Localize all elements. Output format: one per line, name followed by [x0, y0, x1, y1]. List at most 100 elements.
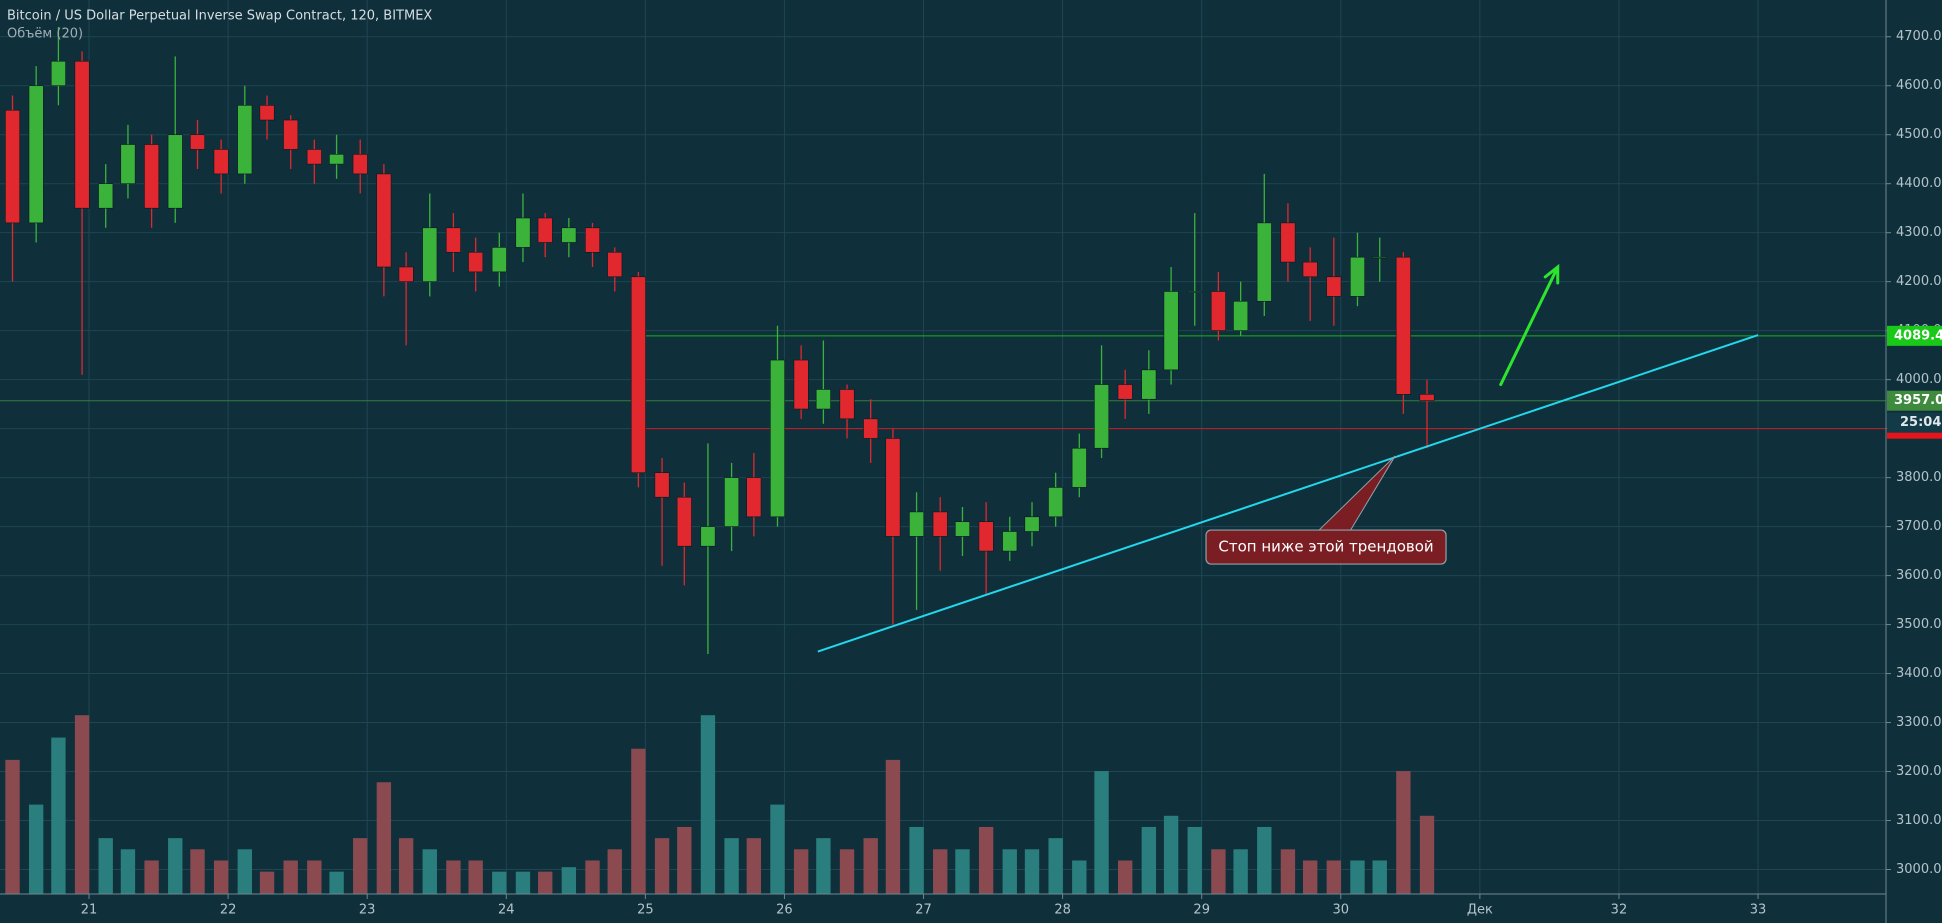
candle-body [213, 149, 229, 175]
volume-bar [654, 838, 670, 894]
volume-bar [446, 860, 461, 894]
volume-bar [168, 838, 183, 894]
y-tick-label: 4000.0 [1896, 372, 1942, 387]
volume-bar [468, 860, 483, 894]
volume-bar [259, 871, 275, 894]
x-tick-label: 24 [498, 903, 515, 918]
x-tick-label: 29 [1193, 903, 1210, 918]
candle-body [237, 105, 253, 175]
subtitle: Объём (20) [7, 27, 83, 42]
volume-bar [120, 849, 136, 894]
volume-bar [607, 849, 622, 894]
candle-body [1048, 487, 1064, 518]
x-tick-label: 21 [81, 903, 98, 918]
volume-bar [1233, 849, 1248, 894]
volume-bar [376, 782, 392, 894]
candle-body [1419, 394, 1435, 402]
price-label-bg [1887, 325, 1942, 346]
volume-bar [909, 826, 924, 894]
volume-bar [700, 715, 716, 894]
volume-bar [28, 804, 44, 894]
candle-body [1302, 261, 1318, 278]
candle-body [1163, 291, 1179, 371]
volume-bar [631, 748, 646, 894]
chart-title: Bitcoin / US Dollar Perpetual Inverse Sw… [7, 9, 432, 24]
candle-body [630, 276, 646, 474]
candle-body [654, 472, 670, 498]
candle-body [1002, 531, 1018, 552]
volume-bar [1257, 826, 1272, 894]
callout-text: Стоп ниже этой трендовой [1218, 538, 1433, 556]
volume-bar [353, 838, 368, 894]
volume-bar [816, 838, 831, 894]
x-tick-label: Дек [1467, 903, 1493, 918]
y-tick-label: 4200.0 [1896, 274, 1942, 289]
candle-body [1395, 256, 1411, 395]
candle-body [1187, 291, 1203, 293]
candle-body [144, 144, 160, 209]
callout-box [1205, 529, 1447, 565]
volume-bar [1002, 849, 1017, 894]
volume-bar [1396, 771, 1411, 894]
candle-body [815, 389, 831, 410]
candle-body [793, 359, 809, 410]
volume-bar [746, 838, 762, 894]
candle-body [954, 521, 970, 537]
volume-bar [585, 860, 600, 894]
candle-body [190, 134, 205, 150]
volume-bar [213, 860, 229, 894]
candle-body [352, 154, 368, 175]
candle-body [376, 173, 392, 268]
y-tick-label: 3800.0 [1896, 470, 1942, 485]
candle-body [537, 217, 553, 243]
volume-bar [1372, 860, 1387, 894]
candle-body [5, 109, 21, 224]
candle-body [863, 418, 879, 439]
volume-bar [1350, 860, 1365, 894]
candle-body [398, 266, 414, 282]
candle-body [1233, 300, 1249, 331]
candle-body [1094, 384, 1110, 449]
volume-bar [74, 715, 90, 894]
candle-body [585, 227, 600, 253]
trendline [817, 334, 1759, 653]
volume-bar [955, 849, 970, 894]
arrow [1499, 263, 1560, 387]
candle-body [422, 227, 438, 282]
volume-bar [793, 849, 809, 894]
volume-bar [561, 867, 577, 894]
x-tick-label: 28 [1054, 903, 1071, 918]
volume-bar [1072, 860, 1087, 894]
volume-bar [307, 860, 322, 894]
volume-bar [5, 759, 20, 894]
countdown-bg [1887, 412, 1942, 433]
volume-bar [1326, 860, 1342, 894]
price-label: 4089.4 [1894, 328, 1942, 343]
candle-body [167, 134, 183, 209]
candle-body [329, 154, 345, 165]
candle-body [259, 105, 275, 121]
candle-body [1024, 516, 1040, 532]
volume-bar [98, 838, 113, 894]
y-tick-label: 4700.0 [1896, 29, 1942, 44]
candle-body [1141, 369, 1157, 400]
volume-bar [724, 838, 739, 894]
candle-body [676, 496, 692, 547]
candle-body [468, 251, 484, 273]
y-tick-label: 3400.0 [1896, 666, 1942, 681]
candle-body [306, 149, 322, 165]
y-tick-label: 4500.0 [1896, 127, 1942, 142]
candle-body [839, 389, 855, 420]
candle-body [74, 60, 90, 209]
y-tick-label: 3700.0 [1896, 519, 1942, 534]
candle-body [700, 526, 716, 547]
candle-body [1210, 291, 1226, 331]
volume-bar [329, 871, 344, 894]
x-tick-label: 30 [1333, 903, 1350, 918]
candle-body [1117, 384, 1133, 400]
volume-bar [1024, 849, 1040, 894]
volume-bar [283, 860, 298, 894]
x-tick-label: 23 [359, 903, 376, 918]
volume-bar [978, 826, 994, 894]
